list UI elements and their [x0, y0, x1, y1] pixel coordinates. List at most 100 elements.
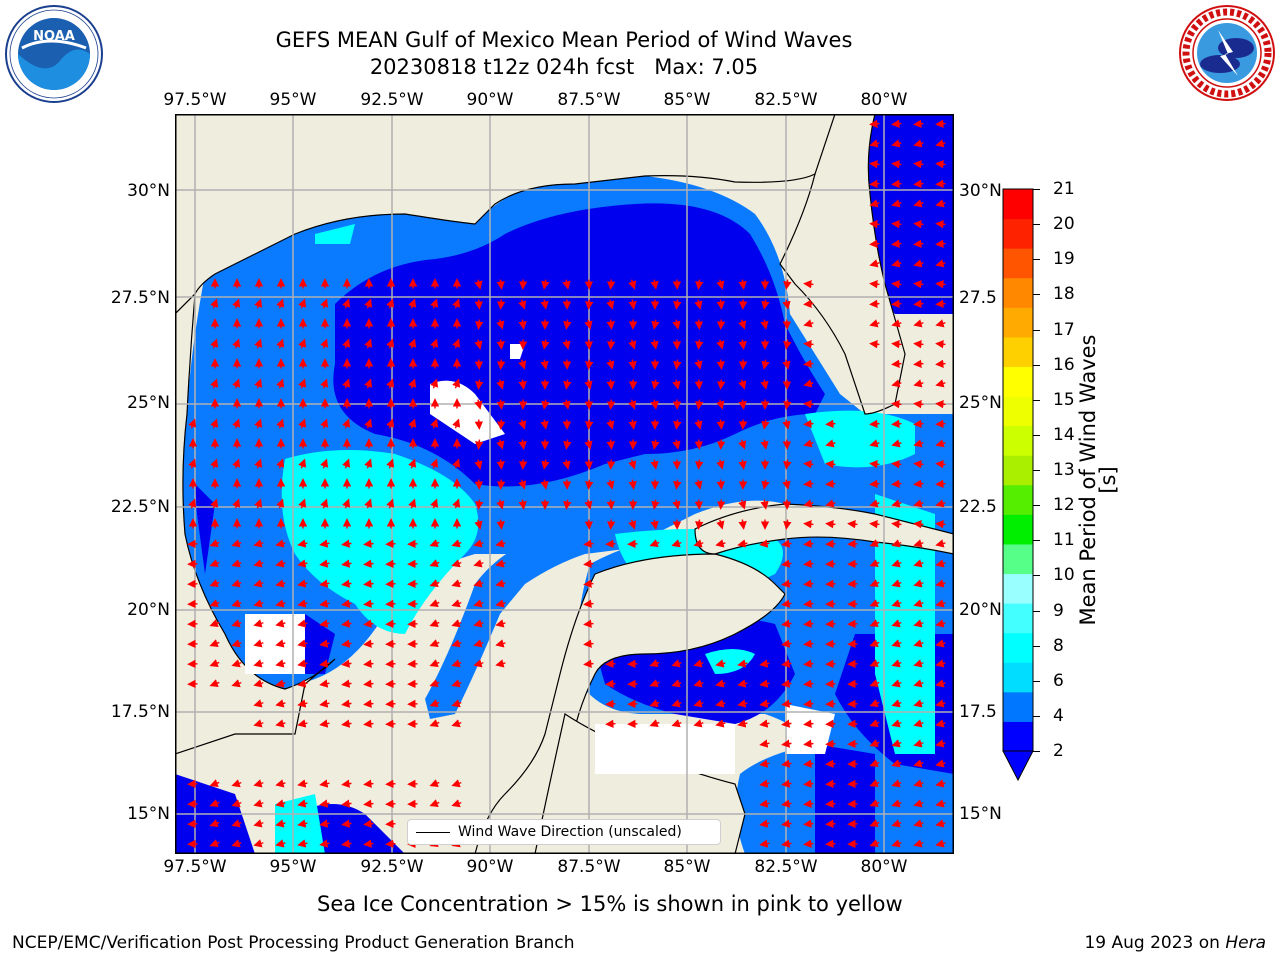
wind-wave-arrow [738, 499, 747, 510]
wind-wave-arrow [913, 479, 924, 488]
wind-wave-arrow [869, 340, 880, 349]
wind-wave-arrow [209, 779, 220, 788]
wind-wave-arrow [649, 719, 660, 728]
wind-wave-arrow [891, 799, 902, 808]
wind-wave-arrow [671, 719, 682, 728]
wind-wave-arrow [781, 599, 792, 608]
wind-wave-arrow [891, 779, 902, 788]
map-frame [175, 114, 954, 854]
wind-wave-arrow [385, 819, 396, 829]
wind-wave-arrow [935, 659, 946, 668]
wind-wave-arrow [451, 639, 462, 648]
wind-wave-arrow [783, 339, 792, 350]
wind-wave-arrow [583, 639, 594, 648]
wind-wave-arrow [825, 559, 836, 569]
wind-wave-arrow [253, 639, 264, 648]
wind-wave-arrow [254, 338, 263, 349]
wind-wave-arrow [585, 299, 594, 310]
wind-wave-arrow [231, 779, 242, 788]
wind-wave-arrow [451, 799, 462, 808]
wind-wave-arrow [935, 340, 946, 349]
wind-wave-arrow [803, 839, 814, 848]
lon-tick-label: 95°W [269, 90, 317, 110]
lat-tick-label: 17.5°N [110, 702, 170, 722]
wind-wave-arrow [738, 339, 747, 350]
legend-line-icon [416, 832, 450, 833]
wind-wave-arrow [210, 298, 219, 309]
colorbar-tick-label: 16 [1053, 354, 1075, 375]
wind-wave-arrow [518, 299, 527, 310]
wind-wave-arrow [297, 599, 308, 608]
wind-wave-arrow [803, 400, 814, 409]
wind-wave-arrow [628, 419, 637, 430]
wind-wave-arrow [869, 299, 880, 308]
wind-wave-arrow [825, 599, 836, 609]
wind-wave-arrow [869, 259, 880, 268]
colorbar-tick-mark [1033, 399, 1040, 401]
wind-wave-arrow [913, 539, 924, 548]
wind-wave-arrow [672, 439, 681, 450]
wind-wave-arrow [253, 539, 264, 548]
wind-wave-arrow [781, 679, 792, 688]
wind-wave-arrow [430, 338, 439, 349]
wind-wave-arrow [715, 659, 726, 668]
wind-wave-arrow [650, 399, 659, 410]
wind-wave-arrow [408, 338, 417, 349]
wind-wave-arrow [935, 419, 946, 428]
wind-wave-arrow [209, 599, 220, 608]
us-gulf-coast [175, 114, 836, 315]
wind-wave-arrow [759, 719, 770, 728]
wind-wave-arrow [518, 479, 527, 490]
wind-wave-arrow [496, 519, 505, 530]
wind-wave-arrow [694, 359, 703, 370]
wind-wave-arrow [672, 319, 681, 330]
wind-wave-arrow [606, 419, 615, 430]
wind-wave-arrow [253, 799, 264, 808]
wind-wave-arrow [297, 779, 308, 788]
wind-wave-arrow [869, 199, 880, 208]
wind-wave-arrow [891, 299, 902, 308]
wind-wave-arrow [803, 799, 814, 808]
wind-wave-arrow [584, 499, 593, 510]
colorbar-segment [1003, 632, 1033, 663]
lon-tick-label: 87.5°W [557, 90, 621, 110]
wind-wave-arrow [495, 579, 506, 588]
wind-wave-arrow [253, 659, 264, 668]
wind-wave-arrow [913, 779, 924, 788]
wind-wave-arrow [891, 619, 902, 628]
wind-wave-arrow [913, 639, 924, 648]
wind-wave-arrow [869, 280, 880, 289]
wind-wave-arrow [385, 779, 396, 789]
svg-text:NOAA: NOAA [33, 29, 75, 44]
wind-wave-arrow [319, 559, 330, 568]
wind-wave-arrow [210, 378, 219, 389]
wind-wave-arrow [584, 439, 593, 450]
lon-tick-label: 87.5°W [557, 857, 621, 877]
wind-wave-arrow [231, 539, 242, 548]
wind-wave-arrow [583, 539, 594, 548]
wind-wave-arrow [385, 839, 396, 849]
wind-wave-arrow [869, 699, 880, 708]
wind-wave-arrow [673, 359, 682, 370]
wind-wave-arrow [386, 378, 395, 389]
wind-wave-arrow [429, 779, 440, 788]
wind-wave-arrow [495, 659, 506, 668]
lat-tick-label: 22.5°N [110, 497, 170, 517]
colorbar-tick-label: 17 [1053, 319, 1075, 340]
wind-wave-arrow [803, 559, 814, 568]
wind-wave-arrow [475, 319, 484, 330]
lon-tick-label: 92.5°W [360, 90, 424, 110]
wind-wave-arrow [891, 719, 902, 728]
wind-wave-arrow [803, 699, 814, 708]
wind-wave-arrow [737, 699, 748, 708]
wind-wave-arrow [935, 119, 946, 128]
wind-wave-arrow [320, 298, 329, 309]
wind-wave-arrow [935, 479, 946, 488]
wind-wave-arrow [781, 839, 792, 848]
wind-wave-arrow [935, 839, 946, 848]
wind-wave-arrow [385, 699, 396, 709]
wind-wave-arrow [738, 399, 747, 410]
wind-wave-arrow [761, 419, 770, 430]
wind-wave-arrow [913, 559, 924, 568]
wind-wave-arrow [232, 418, 241, 429]
